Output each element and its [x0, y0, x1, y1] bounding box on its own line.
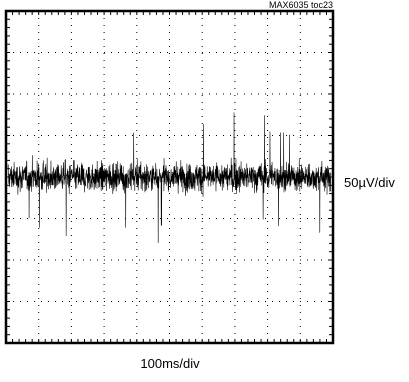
x-scale-label: 100ms/div: [140, 356, 200, 371]
figure-tag: MAX6035 toc23: [268, 0, 333, 10]
y-scale-label: 50µV/div: [344, 175, 395, 190]
plot-frame: [4, 9, 335, 345]
noise-trace: [7, 112, 332, 243]
